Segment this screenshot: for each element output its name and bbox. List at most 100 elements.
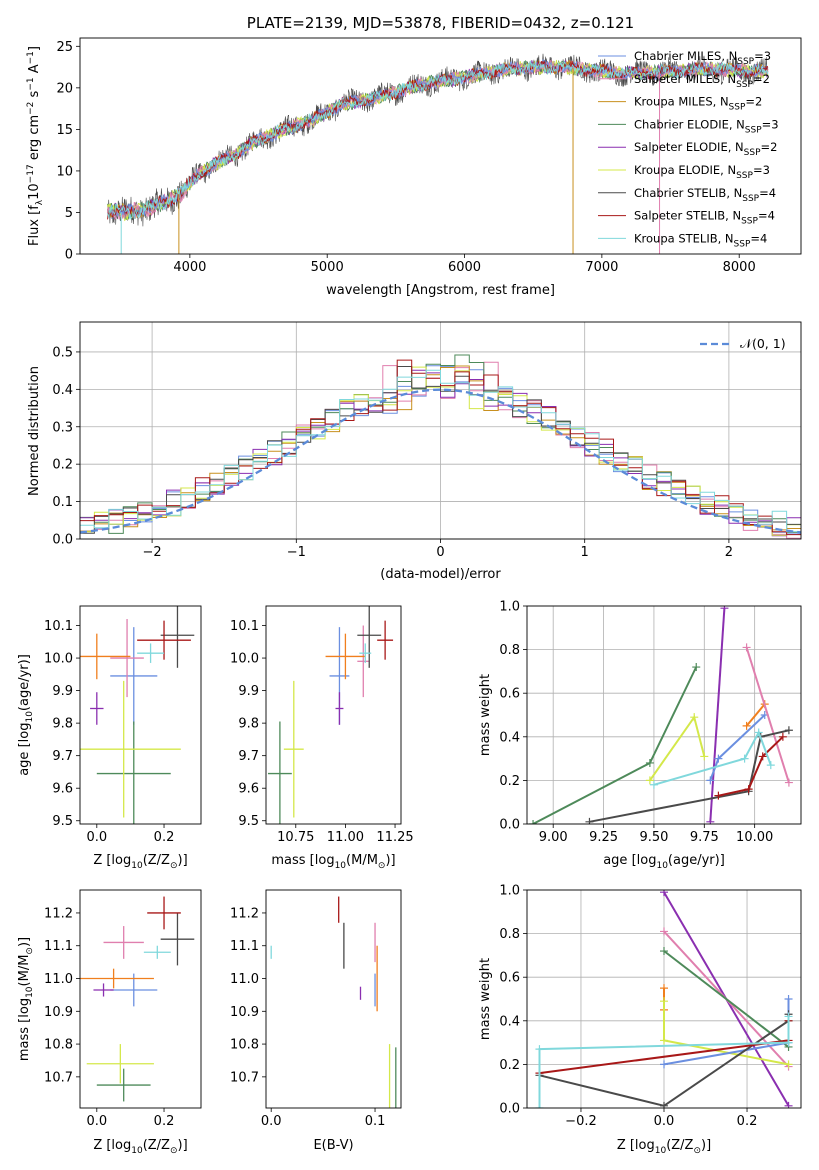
weight-marker-salpeter_miles <box>660 927 668 936</box>
weight-marker-salpeter_elodie <box>784 1101 793 1108</box>
x-tick-label: 0.2 <box>737 1114 758 1129</box>
weight-marker-chabrier_miles <box>660 1060 668 1069</box>
weight-marker-chabrier_stelib <box>784 726 793 735</box>
weight-marker-salpeter_stelib <box>744 785 753 794</box>
weight-marker-kroupa_elodie <box>784 1060 793 1069</box>
axes-frame <box>526 889 802 1109</box>
y-tick-label: 9.8 <box>238 717 259 732</box>
x-tick-label: 0.0 <box>86 830 107 845</box>
x-axis-label: Z [log10(Z/Z⊙)] <box>93 853 187 871</box>
x-tick-label: −0.2 <box>565 1114 597 1129</box>
legend-entry: 𝒩(0, 1) <box>740 336 786 351</box>
weight-marker-salpeter_elodie <box>660 890 668 897</box>
weight-line-chabrier_elodie <box>532 666 698 824</box>
legend-entry: Chabrier MILES, NSSP=3 <box>634 49 771 67</box>
weight-marker-kroupa_stelib <box>766 761 775 770</box>
y-axis-label: Normed distribution <box>27 366 42 496</box>
weight-line-kroupa_stelib <box>538 1016 790 1108</box>
histogram-chabrier_miles <box>80 365 801 535</box>
y-tick-label: 11.0 <box>44 972 73 987</box>
y-tick-label: 10.9 <box>230 1005 259 1020</box>
y-tick-label: 0.5 <box>52 345 73 360</box>
chart-title: PLATE=2139, MJD=53878, FIBERID=0432, z=0… <box>247 14 634 32</box>
y-tick-label: 0.2 <box>499 774 520 789</box>
weight-marker-kroupa_stelib <box>754 728 763 737</box>
y-tick-label: 9.7 <box>52 749 73 764</box>
y-tick-label: 10.0 <box>44 652 73 667</box>
x-axis-label: age [log10(age/yr)] <box>603 853 725 871</box>
x-axis-label: (data-model)/error <box>380 567 501 582</box>
y-tick-label: 0.0 <box>499 1102 520 1117</box>
normal-curve <box>80 388 801 534</box>
y-tick-label: 0.6 <box>499 971 520 986</box>
y-tick-label: 0.1 <box>52 495 73 510</box>
weight-marker-kroupa_elodie <box>645 776 654 785</box>
x-tick-label: 1 <box>581 545 589 560</box>
weight-line-orange <box>745 703 766 727</box>
x-tick-label: 9.00 <box>539 830 568 845</box>
y-tick-label: 9.9 <box>52 684 73 699</box>
legend-entry: Kroupa MILES, NSSP=2 <box>634 95 762 113</box>
x-axis-label: Z [log10(Z/Z⊙)] <box>617 1138 711 1156</box>
weight-marker-chabrier_elodie <box>692 663 701 672</box>
y-axis-label: mass weight <box>478 958 493 1040</box>
x-axis-label: mass [log10(M/M⊙)] <box>271 853 395 871</box>
legend-entry: Salpeter MILES, NSSP=2 <box>634 72 770 90</box>
axes-z_weight: −0.2 0.0 0.2 0.0 0.2 0.4 0.6 0.8 1.0 <box>499 884 802 1129</box>
y-tick-label: 9.8 <box>52 717 73 732</box>
weight-marker-chabrier_elodie <box>660 947 668 956</box>
weight-marker-salpeter_stelib <box>778 732 787 741</box>
weight-marker-kroupa_elodie <box>660 1036 668 1045</box>
y-tick-label: 1.0 <box>499 600 520 615</box>
y-axis-label: age [log10(age/yr)] <box>17 654 35 776</box>
y-tick-label: 10.8 <box>44 1038 73 1053</box>
y-tick-label: 0.4 <box>52 383 73 398</box>
x-tick-label: 9.50 <box>639 830 668 845</box>
weight-marker-kroupa_elodie <box>660 997 668 1006</box>
y-axis-label: Flux [fλ10−17 erg cm−2 s−1 A−1] <box>26 46 45 246</box>
y-tick-label: 0.0 <box>499 818 520 833</box>
weight-marker-chabrier_elodie <box>645 758 654 767</box>
plot-area-spectrum <box>107 53 769 254</box>
x-tick-label: 5000 <box>311 260 344 275</box>
weight-marker-salpeter_stelib <box>758 752 767 761</box>
x-tick-label: 4000 <box>173 260 206 275</box>
axes-frame <box>79 889 202 1109</box>
y-tick-label: 9.6 <box>52 782 73 797</box>
axes-frame <box>79 37 802 255</box>
x-tick-label: 11.25 <box>376 830 413 845</box>
y-tick-label: 10.1 <box>230 619 259 634</box>
weight-line-kroupa_stelib <box>653 729 772 786</box>
weight-marker-kroupa_elodie <box>700 752 709 761</box>
y-tick-label: 11.1 <box>44 939 73 954</box>
weight-marker-chabrier_stelib <box>660 1101 668 1108</box>
y-tick-label: 11.0 <box>230 972 259 987</box>
axes-age_weight: 9.00 9.25 9.50 9.75 10.00 0.0 0.2 0.4 0.6 0.8 1.0 <box>499 600 802 845</box>
y-tick-label: 11.2 <box>44 906 73 921</box>
y-axis-label: mass [log10(M/M⊙)] <box>17 937 35 1061</box>
weight-line-salpeter_elodie <box>709 608 726 822</box>
x-tick-label: −1 <box>287 545 306 560</box>
weight-marker-chabrier_miles <box>706 776 715 785</box>
x-axis-label: E(B-V) <box>313 1138 353 1153</box>
x-tick-label: 0 <box>436 545 444 560</box>
x-tick-label: 9.75 <box>690 830 719 845</box>
legend-entry: Chabrier ELODIE, NSSP=3 <box>634 117 779 135</box>
x-tick-label: 0.2 <box>154 830 175 845</box>
weight-marker-kroupa_elodie <box>690 713 699 722</box>
axes-frame <box>79 321 802 540</box>
legend-entry: Chabrier STELIB, NSSP=4 <box>634 186 776 204</box>
weight-marker-kroupa_stelib <box>535 1104 544 1108</box>
axes-frame <box>265 889 402 1109</box>
x-tick-label: 0.2 <box>154 1114 175 1129</box>
y-tick-label: 9.7 <box>238 749 259 764</box>
weight-line-salpeter_stelib <box>718 736 784 797</box>
y-tick-label: 15 <box>56 123 73 138</box>
histogram-kroupa_stelib <box>80 369 801 533</box>
weight-line-chabrier_stelib <box>589 729 790 823</box>
y-tick-label: 9.6 <box>238 782 259 797</box>
axes-ebv_mass: 0.0 0.1 10.7 10.8 10.9 11.0 11.1 11.2 <box>230 889 402 1129</box>
plot-area-ebv_mass <box>270 896 397 1108</box>
weight-marker-kroupa_stelib <box>535 1045 544 1054</box>
